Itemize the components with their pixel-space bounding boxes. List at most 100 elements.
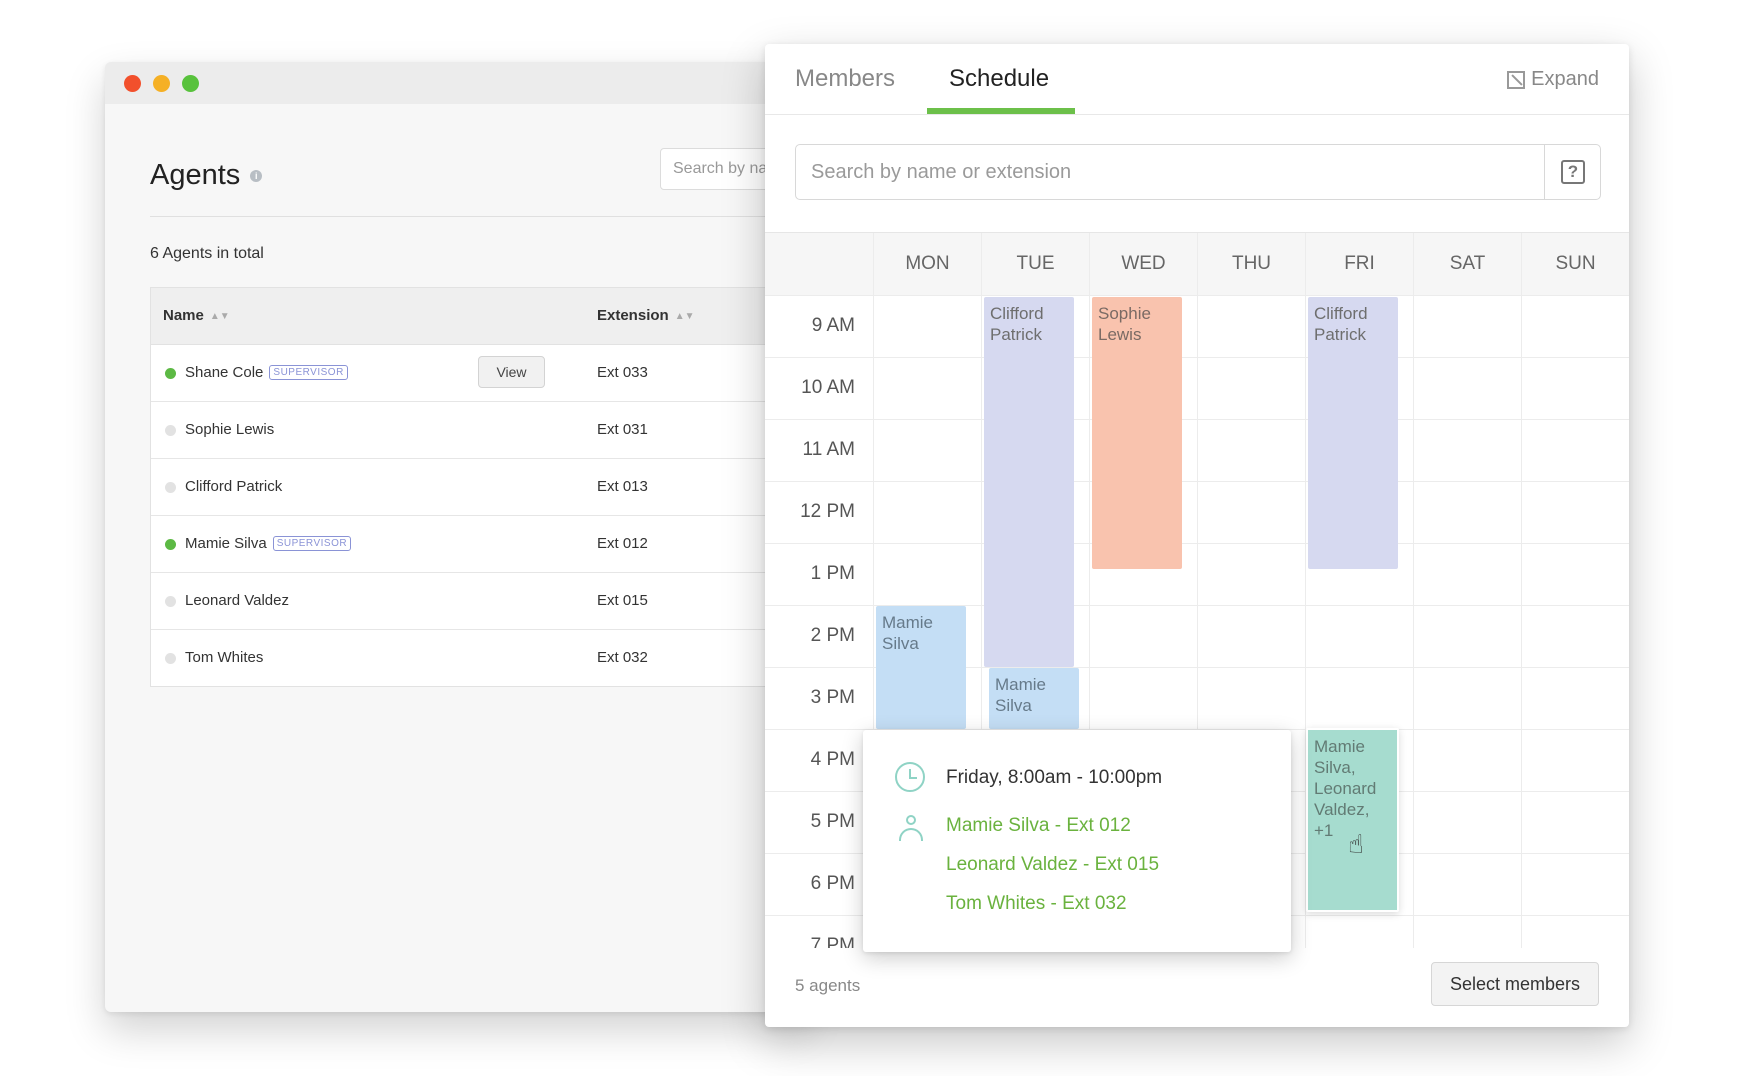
agents-title-text: Agents bbox=[150, 159, 241, 191]
calendar-corner bbox=[765, 233, 873, 295]
popover-member-link[interactable]: Tom Whites - Ext 032 bbox=[946, 893, 1127, 914]
event-details-popover: Friday, 8:00am - 10:00pm Mamie Silva - E… bbox=[863, 730, 1291, 952]
supervisor-badge: SUPERVISOR bbox=[272, 536, 352, 551]
agents-total-count: 6 Agents in total bbox=[150, 245, 264, 262]
hour-label: 6 PM bbox=[810, 873, 855, 894]
agent-extension: Ext 031 bbox=[597, 421, 648, 438]
column-divider bbox=[981, 233, 982, 948]
event-tue-clifford-patrick[interactable]: Clifford Patrick bbox=[984, 297, 1074, 667]
status-offline-icon bbox=[165, 596, 176, 607]
hour-label: 11 AM bbox=[802, 439, 855, 460]
agent-extension: Ext 032 bbox=[597, 649, 648, 666]
expand-button[interactable]: Expand bbox=[1507, 68, 1599, 91]
select-members-button[interactable]: Select members bbox=[1431, 962, 1599, 1006]
tab-schedule[interactable]: Schedule bbox=[949, 65, 1050, 92]
table-row[interactable]: Clifford Patrick Ext 013 bbox=[151, 459, 805, 516]
window-titlebar bbox=[105, 62, 805, 104]
hour-label: 9 AM bbox=[811, 315, 855, 336]
status-offline-icon bbox=[165, 482, 176, 493]
minimize-window-button[interactable] bbox=[153, 75, 170, 92]
table-row[interactable]: Mamie Silva SUPERVISOR Ext 012 bbox=[151, 516, 805, 573]
day-header-tue: TUE bbox=[981, 233, 1089, 295]
search-input[interactable] bbox=[796, 145, 1546, 199]
column-divider bbox=[1305, 233, 1306, 948]
agents-window: Agents i Search by na 6 Agents in total … bbox=[105, 62, 805, 1012]
view-button[interactable]: View bbox=[478, 356, 545, 388]
day-header-sun: SUN bbox=[1521, 233, 1629, 295]
help-icon: ? bbox=[1561, 160, 1585, 184]
agent-extension: Ext 015 bbox=[597, 592, 648, 609]
column-divider bbox=[1413, 233, 1414, 948]
hour-label: 7 PM bbox=[810, 935, 855, 948]
event-fri-clifford-patrick[interactable]: Clifford Patrick bbox=[1308, 297, 1398, 569]
event-fri-group[interactable]: Mamie Silva, Leonard Valdez, +1 ☝ bbox=[1306, 728, 1399, 912]
sort-icon[interactable]: ▲▼ bbox=[209, 311, 230, 322]
expand-icon bbox=[1507, 70, 1526, 89]
event-mon-mamie-silva[interactable]: Mamie Silva bbox=[876, 606, 966, 729]
name-column-header[interactable]: Name ▲▼ bbox=[163, 307, 230, 324]
hour-label: 2 PM bbox=[810, 625, 855, 646]
help-button[interactable]: ? bbox=[1544, 145, 1600, 199]
hour-label: 1 PM bbox=[810, 563, 855, 584]
supervisor-badge: SUPERVISOR bbox=[269, 365, 348, 380]
agent-extension: Ext 012 bbox=[597, 535, 648, 552]
day-header-mon: MON bbox=[873, 233, 981, 295]
agent-name: Sophie Lewis bbox=[185, 421, 275, 438]
agent-name: Mamie Silva SUPERVISOR bbox=[185, 535, 352, 552]
hour-label: 5 PM bbox=[810, 811, 855, 832]
popover-member-link[interactable]: Leonard Valdez - Ext 015 bbox=[946, 854, 1160, 875]
agent-extension: Ext 033 bbox=[597, 364, 648, 381]
event-fri-group-label: Mamie Silva, Leonard Valdez, +1 bbox=[1314, 737, 1377, 840]
hour-label: 12 PM bbox=[800, 501, 855, 522]
table-row[interactable]: Leonard Valdez Ext 015 bbox=[151, 573, 805, 630]
popover-time: Friday, 8:00am - 10:00pm bbox=[946, 767, 1163, 788]
column-divider bbox=[1089, 233, 1090, 948]
close-window-button[interactable] bbox=[124, 75, 141, 92]
column-divider bbox=[1197, 233, 1198, 948]
day-header-fri: FRI bbox=[1305, 233, 1413, 295]
status-online-icon bbox=[165, 368, 176, 379]
extension-column-header[interactable]: Extension ▲▼ bbox=[597, 307, 694, 324]
hour-label: 4 PM bbox=[810, 749, 855, 770]
day-header-sat: SAT bbox=[1413, 233, 1521, 295]
agents-table-header: Name ▲▼ Extension ▲▼ bbox=[151, 288, 805, 345]
tab-bar: Members Schedule Expand bbox=[765, 44, 1629, 115]
event-tue-mamie-silva[interactable]: Mamie Silva bbox=[989, 668, 1079, 729]
status-offline-icon bbox=[165, 425, 176, 436]
sort-icon[interactable]: ▲▼ bbox=[674, 311, 695, 322]
hour-label: 3 PM bbox=[810, 687, 855, 708]
page-title: Agents i bbox=[150, 159, 263, 192]
agents-table: Name ▲▼ Extension ▲▼ Shane Cole SUPERVISOR … bbox=[150, 287, 805, 687]
agent-name-text: Shane Cole bbox=[185, 364, 264, 381]
active-tab-indicator bbox=[927, 108, 1075, 114]
name-column-label: Name bbox=[163, 307, 204, 324]
extension-column-label: Extension bbox=[597, 307, 669, 324]
agent-name: Leonard Valdez bbox=[185, 592, 289, 609]
person-icon bbox=[898, 815, 924, 843]
tab-members[interactable]: Members bbox=[795, 65, 896, 92]
popover-member-link[interactable]: Mamie Silva - Ext 012 bbox=[946, 815, 1131, 836]
column-divider bbox=[1521, 233, 1522, 948]
day-header-wed: WED bbox=[1089, 233, 1197, 295]
agent-name: Shane Cole SUPERVISOR bbox=[185, 364, 348, 381]
column-divider bbox=[873, 233, 874, 948]
event-wed-sophie-lewis[interactable]: Sophie Lewis bbox=[1092, 297, 1182, 569]
agent-name-text: Mamie Silva bbox=[185, 535, 267, 552]
hour-label: 10 AM bbox=[801, 377, 855, 398]
table-row[interactable]: Sophie Lewis Ext 031 bbox=[151, 402, 805, 459]
status-offline-icon bbox=[165, 653, 176, 664]
divider bbox=[150, 216, 805, 217]
table-row[interactable]: Shane Cole SUPERVISOR View Ext 033 bbox=[151, 345, 805, 402]
day-header-thu: THU bbox=[1197, 233, 1305, 295]
maximize-window-button[interactable] bbox=[182, 75, 199, 92]
schedule-search: ? bbox=[795, 144, 1601, 200]
table-row[interactable]: Tom Whites Ext 032 bbox=[151, 630, 805, 686]
agents-count: 5 agents bbox=[795, 976, 861, 995]
agent-name: Clifford Patrick bbox=[185, 478, 283, 495]
pointer-hand-icon: ☝ bbox=[1348, 829, 1364, 859]
agent-name: Tom Whites bbox=[185, 649, 264, 666]
agent-extension: Ext 013 bbox=[597, 478, 648, 495]
expand-label: Expand bbox=[1531, 68, 1599, 90]
status-online-icon bbox=[165, 539, 176, 550]
info-icon[interactable]: i bbox=[250, 169, 263, 182]
